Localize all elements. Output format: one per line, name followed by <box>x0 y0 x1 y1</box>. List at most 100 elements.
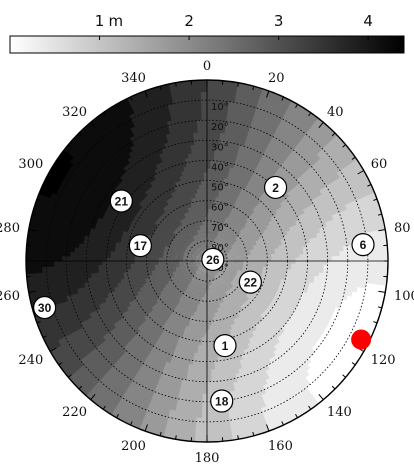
contour-cell <box>199 250 203 255</box>
contour-cell <box>204 244 206 250</box>
contour-cell <box>195 243 199 248</box>
contour-cell <box>209 240 211 246</box>
contour-cell <box>200 249 204 255</box>
contour-cell <box>226 265 232 268</box>
contour-cell <box>205 268 207 274</box>
contour-cell <box>204 268 206 274</box>
contour-cell <box>190 258 196 260</box>
colorbar-tick-label: 1 <box>95 12 105 30</box>
contour-cell <box>195 264 200 267</box>
contour-cell <box>188 251 193 254</box>
contour-cell <box>214 269 219 274</box>
contour-cell <box>197 246 201 252</box>
contour-cell <box>216 244 220 249</box>
contour-cell <box>227 259 232 261</box>
contour-cell <box>196 265 201 270</box>
contour-cell <box>198 271 202 276</box>
contour-cell <box>209 276 211 282</box>
contour-cell <box>212 237 215 242</box>
contour-cell <box>221 268 226 271</box>
contour-cell <box>213 270 217 275</box>
contour-cell <box>190 261 195 263</box>
contour-cell <box>192 252 197 256</box>
contour-cell <box>193 250 198 254</box>
contour-cell <box>194 273 198 278</box>
contour-cell <box>207 240 209 245</box>
contour-cell <box>190 258 196 260</box>
contour-cell <box>197 266 202 270</box>
contour-cell <box>190 262 196 264</box>
contour-cell <box>199 271 202 277</box>
contour-cell <box>191 271 196 276</box>
contour-cell <box>198 271 201 276</box>
contour-cell <box>207 244 209 250</box>
contour-cell <box>191 271 196 275</box>
contour-cell <box>215 274 219 279</box>
contour-cell <box>186 258 192 260</box>
contour-cell <box>221 273 226 278</box>
contour-cell <box>202 268 205 273</box>
colorbar-tick-label: 3 <box>274 12 284 30</box>
contour-cell <box>189 269 194 273</box>
contour-cell <box>223 272 228 276</box>
contour-cell <box>212 271 216 276</box>
contour-cell <box>198 266 202 271</box>
contour-cell <box>191 266 197 269</box>
contour-cell <box>222 262 228 264</box>
contour-cell <box>226 265 232 268</box>
contour-cell <box>195 248 200 253</box>
contour-cell <box>204 244 206 250</box>
contour-cell <box>212 275 216 281</box>
contour-cell <box>190 248 195 252</box>
contour-cell <box>187 253 193 256</box>
contour-cell <box>210 236 213 242</box>
contour-cell <box>211 276 215 281</box>
contour-cell <box>219 270 224 275</box>
contour-cell <box>186 259 191 261</box>
contour-cell <box>190 262 196 264</box>
contour-cell <box>214 270 218 275</box>
contour-cell <box>204 272 206 278</box>
contour-cell <box>190 263 196 266</box>
contour-cell <box>190 259 196 261</box>
contour-cell <box>224 270 229 274</box>
contour-cell <box>196 265 201 269</box>
contour-cell <box>226 255 232 258</box>
contour-cell <box>195 243 199 248</box>
contour-cell <box>225 269 230 272</box>
contour-cell <box>200 250 203 255</box>
contour-cell <box>192 267 197 270</box>
contour-cell <box>208 272 210 278</box>
contour-cell <box>202 276 205 282</box>
contour-cell <box>210 276 213 282</box>
contour-cell <box>199 245 202 251</box>
contour-cell <box>223 247 229 251</box>
contour-cell <box>201 249 204 254</box>
contour-cell <box>222 263 228 265</box>
contour-cell <box>222 245 227 249</box>
contour-cell <box>218 272 222 276</box>
contour-cell <box>187 265 192 269</box>
contour-cell <box>204 268 206 274</box>
contour-cell <box>186 264 192 267</box>
contour-cell <box>210 272 213 278</box>
contour-cell <box>210 272 213 277</box>
contour-cell <box>224 247 229 251</box>
contour-cell <box>203 276 205 282</box>
contour-cell <box>224 248 229 252</box>
contour-cell <box>220 243 225 248</box>
contour-cell <box>224 249 230 253</box>
contour-cell <box>209 240 212 246</box>
contour-cell <box>200 245 203 250</box>
contour-cell <box>205 240 207 245</box>
contour-cell <box>224 269 230 273</box>
contour-cell <box>200 272 203 277</box>
contour-cell <box>191 253 197 257</box>
contour-cell <box>195 256 200 259</box>
contour-cell <box>226 254 232 257</box>
contour-cell <box>211 236 214 242</box>
contour-cell <box>203 244 205 250</box>
contour-cell <box>197 247 201 252</box>
contour-cell <box>225 252 231 255</box>
contour-cell <box>199 250 203 255</box>
